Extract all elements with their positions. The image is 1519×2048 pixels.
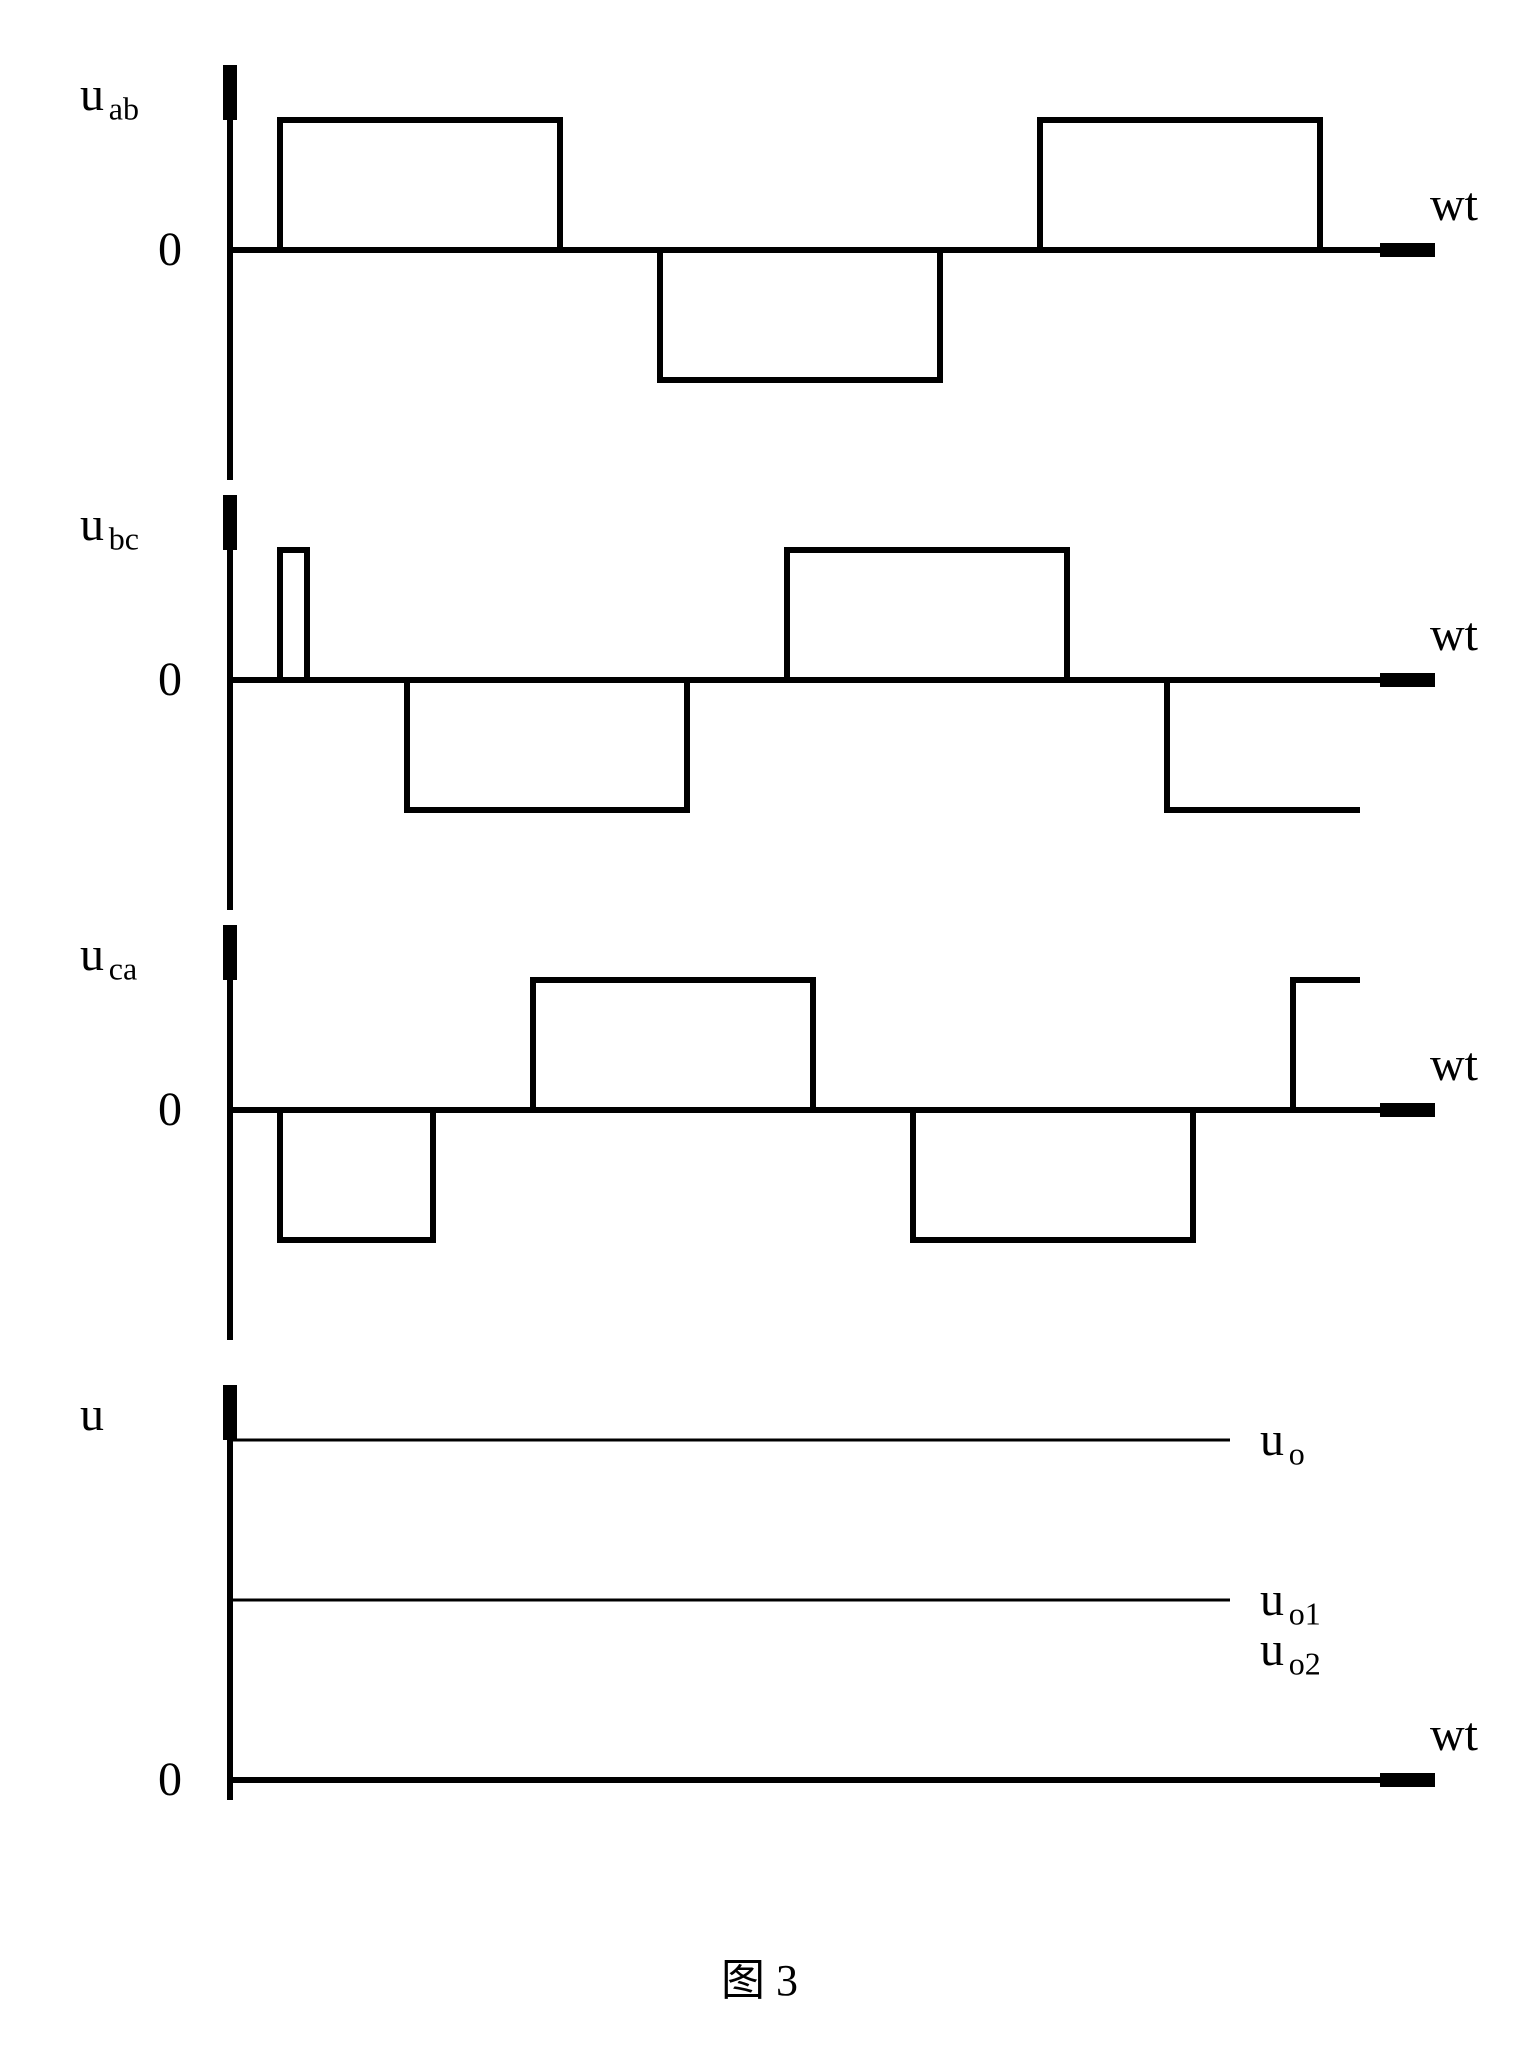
svg-text:bc: bc [109,521,139,557]
svg-text:u: u [80,1388,104,1441]
svg-text:0: 0 [158,223,182,276]
svg-text:wt: wt [1430,178,1479,231]
waveform-diagram: uab0wtubc0wtuca0wtu0wtuouo1uo2 [40,40,1479,1914]
svg-text:u: u [80,68,104,121]
svg-text:o: o [1289,1436,1305,1472]
svg-text:u: u [1260,1623,1284,1676]
svg-text:u: u [80,928,104,981]
svg-text:0: 0 [158,653,182,706]
svg-text:0: 0 [158,1753,182,1806]
svg-text:u: u [80,498,104,551]
svg-text:u: u [1260,1413,1284,1466]
svg-text:ca: ca [109,951,137,987]
svg-text:ab: ab [109,91,139,127]
svg-text:u: u [1260,1573,1284,1626]
svg-text:0: 0 [158,1083,182,1136]
svg-text:o1: o1 [1289,1596,1321,1632]
svg-text:o2: o2 [1289,1646,1321,1682]
svg-text:wt: wt [1430,608,1479,661]
svg-text:wt: wt [1430,1708,1479,1761]
svg-text:wt: wt [1430,1038,1479,1091]
